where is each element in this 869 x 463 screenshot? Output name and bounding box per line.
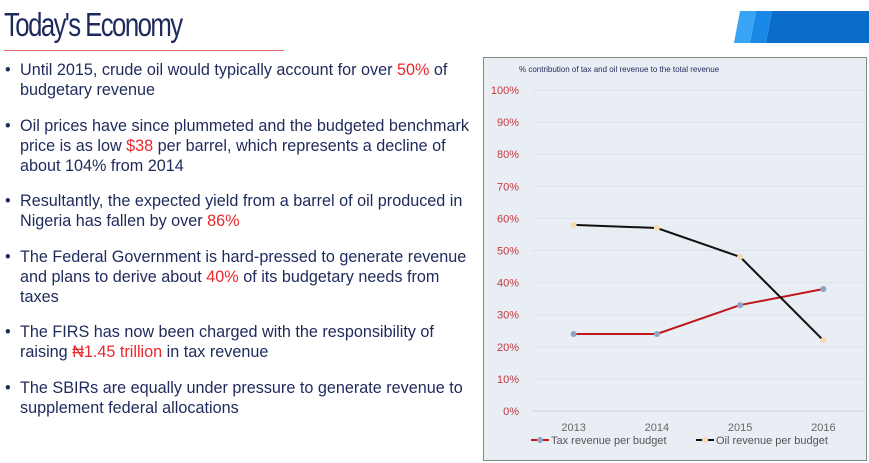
x-tick-label: 2016 <box>811 422 835 434</box>
highlight-text: 50% <box>397 61 430 79</box>
title-underline <box>4 50 284 51</box>
data-point <box>570 330 577 337</box>
data-point <box>570 221 577 228</box>
chart-title: % contribution of tax and oil revenue to… <box>519 65 720 74</box>
data-point <box>653 225 660 232</box>
bullet-item: Oil prices have since plummeted and the … <box>0 116 475 176</box>
series-line-tax <box>573 288 824 335</box>
bullet-text: Until 2015, crude oil would typically ac… <box>20 61 397 79</box>
bullet-item: Until 2015, crude oil would typically ac… <box>0 60 475 100</box>
bullet-text: in tax revenue <box>162 343 269 361</box>
bullet-text: Resultantly, the expected yield from a b… <box>20 192 463 230</box>
bullet-item: The FIRS has now been charged with the r… <box>0 322 475 362</box>
line-chart: % contribution of tax and oil revenue to… <box>491 65 865 447</box>
legend-marker <box>537 437 543 443</box>
data-point <box>737 253 744 260</box>
bullet-item: Resultantly, the expected yield from a b… <box>0 191 475 231</box>
data-point <box>737 302 744 309</box>
data-point <box>820 337 827 344</box>
highlight-text: ₦1.45 trillion <box>72 343 163 361</box>
page-title: Today's Economy <box>4 6 183 43</box>
bullet-text: of budgetary revenue <box>20 61 448 99</box>
chart-panel: % contribution of tax and oil revenue to… <box>483 57 867 461</box>
highlight-text: 40% <box>206 267 239 286</box>
highlight-text: $38 <box>126 136 154 155</box>
legend-marker <box>702 437 708 443</box>
bullet-item: The Federal Government is hard-pressed t… <box>0 247 475 307</box>
bullet-text: Oil prices have since plummeted and the … <box>20 116 470 155</box>
banner-graphic <box>734 11 869 43</box>
data-point <box>653 330 660 337</box>
y-tick-label: 90% <box>497 117 519 129</box>
legend-label: Tax revenue per budget <box>551 435 667 447</box>
y-tick-label: 40% <box>497 278 519 290</box>
bullet-text: The SBIRs are equally under pressure to … <box>20 378 463 417</box>
x-tick-label: 2014 <box>645 422 669 434</box>
bullet-text: per barrel, which represents a decline o… <box>20 136 446 175</box>
x-tick-label: 2015 <box>728 422 752 434</box>
bullet-list: Until 2015, crude oil would typically ac… <box>0 60 475 433</box>
y-tick-label: 50% <box>497 246 519 258</box>
y-tick-label: 100% <box>491 85 519 97</box>
highlight-text: 86% <box>207 212 240 230</box>
y-tick-label: 70% <box>497 181 519 193</box>
series-line-oil <box>573 223 825 342</box>
y-tick-label: 30% <box>497 310 519 322</box>
data-point <box>820 286 827 293</box>
bullet-text: The FIRS has now been charged with the r… <box>20 323 434 361</box>
bullet-text: The Federal Government is hard-pressed t… <box>20 247 467 286</box>
y-tick-label: 10% <box>497 374 519 386</box>
y-tick-label: 60% <box>497 213 519 225</box>
legend-label: Oil revenue per budget <box>716 435 828 447</box>
bullet-text: of its budgetary needs from taxes <box>20 267 440 306</box>
y-tick-label: 20% <box>497 342 519 354</box>
x-tick-label: 2013 <box>561 422 585 434</box>
bullet-item: The SBIRs are equally under pressure to … <box>0 378 475 418</box>
y-tick-label: 0% <box>503 406 519 418</box>
y-tick-label: 80% <box>497 149 519 161</box>
